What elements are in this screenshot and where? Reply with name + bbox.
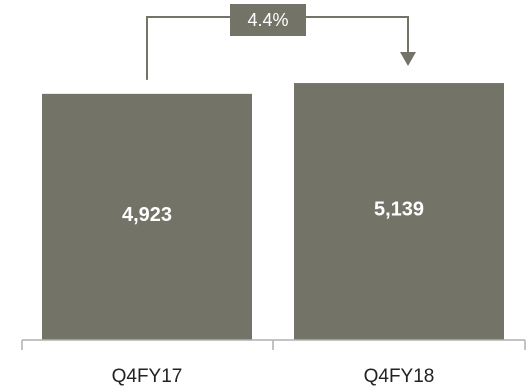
bars xyxy=(42,83,504,341)
arrow-down-icon xyxy=(400,52,416,67)
growth-annotation: 4.4% xyxy=(146,4,416,80)
x-axis xyxy=(21,339,526,350)
bar-q4fy18 xyxy=(294,83,504,341)
bar-value-label: 5,139 xyxy=(374,199,424,221)
x-tick-labels: Q4FY17 Q4FY18 xyxy=(112,366,435,387)
growth-percent-label: 4.4% xyxy=(247,10,288,30)
x-tick-label: Q4FY18 xyxy=(364,366,435,387)
bar-q4fy17 xyxy=(42,93,252,340)
growth-badge xyxy=(230,4,306,36)
x-tick-label: Q4FY17 xyxy=(112,366,183,387)
bar-labels: 4,923 5,139 xyxy=(122,199,424,226)
bar-value-label: 4,923 xyxy=(122,204,172,226)
